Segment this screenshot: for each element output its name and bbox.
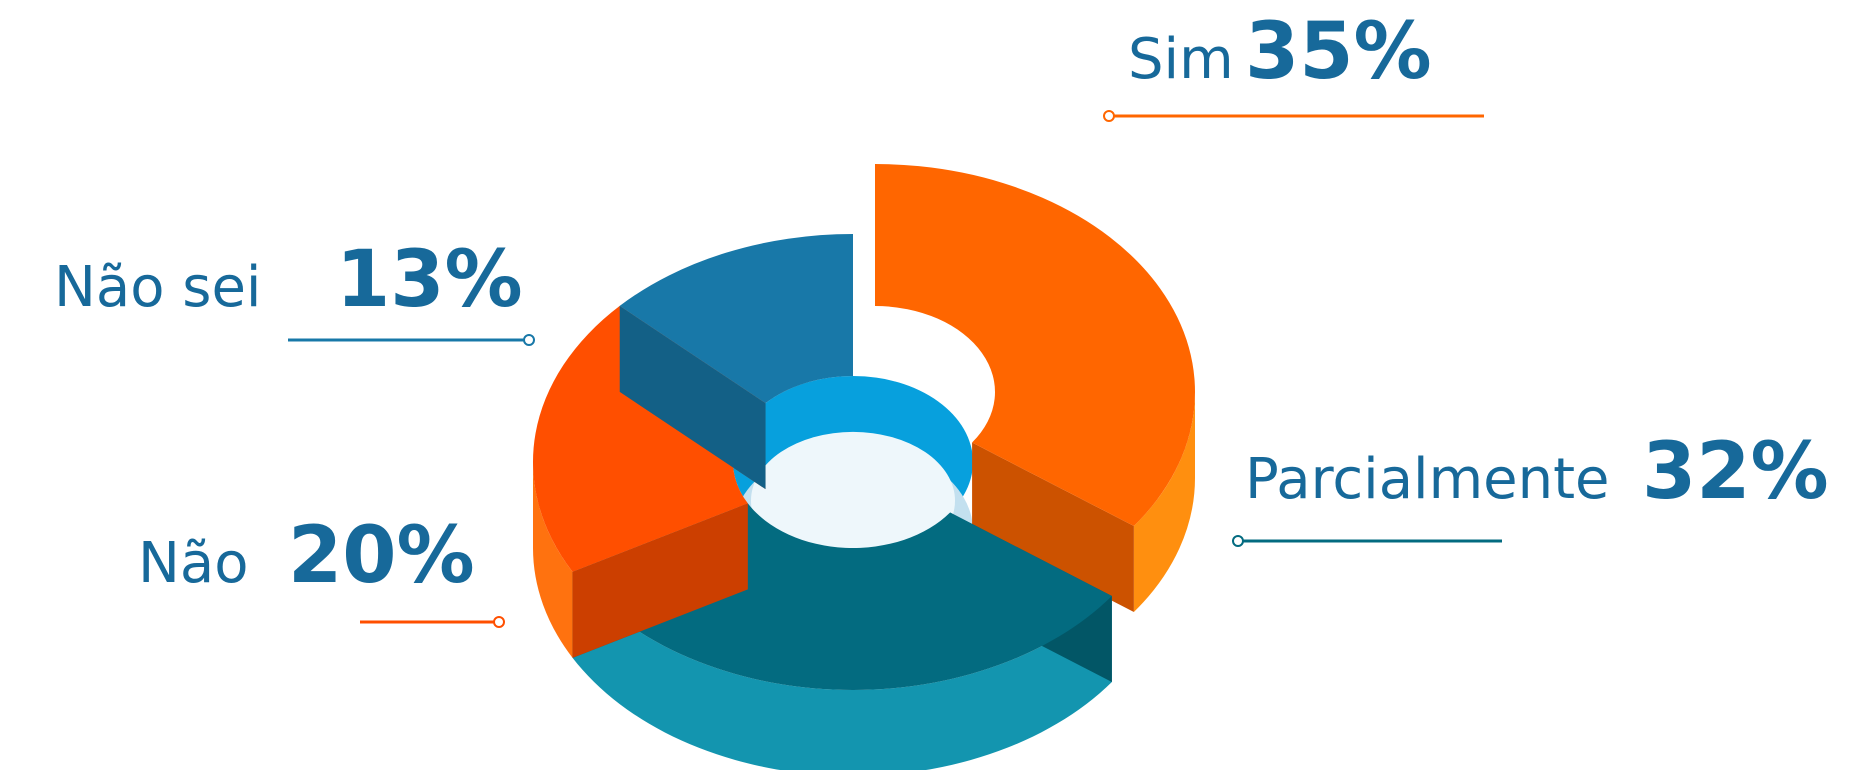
- slice-top: [619, 233, 853, 404]
- leader-dot: [1232, 535, 1244, 547]
- category-label: Parcialmente: [1245, 447, 1610, 512]
- slice-side: [1133, 392, 1195, 613]
- slice-top: [875, 164, 1195, 527]
- hole-floor-top: [751, 431, 955, 570]
- category-label: Não: [138, 531, 248, 596]
- slice-side: [533, 462, 573, 658]
- leader-dot: [1103, 110, 1115, 122]
- value-label: 20%: [288, 511, 475, 601]
- value-label: 13%: [336, 235, 523, 325]
- slice-cut: [972, 442, 1134, 613]
- slice-cut: [572, 503, 748, 658]
- leader-dot: [523, 334, 535, 346]
- value-label: 35%: [1245, 7, 1432, 97]
- value-label: 32%: [1642, 427, 1829, 517]
- slice: [875, 164, 1195, 613]
- category-label: Não sei: [54, 255, 261, 320]
- category-label: Sim: [1128, 27, 1234, 92]
- slice: [619, 233, 853, 490]
- slice-side: [572, 571, 1112, 770]
- slice-cut: [619, 305, 766, 490]
- leader-dot: [493, 616, 505, 628]
